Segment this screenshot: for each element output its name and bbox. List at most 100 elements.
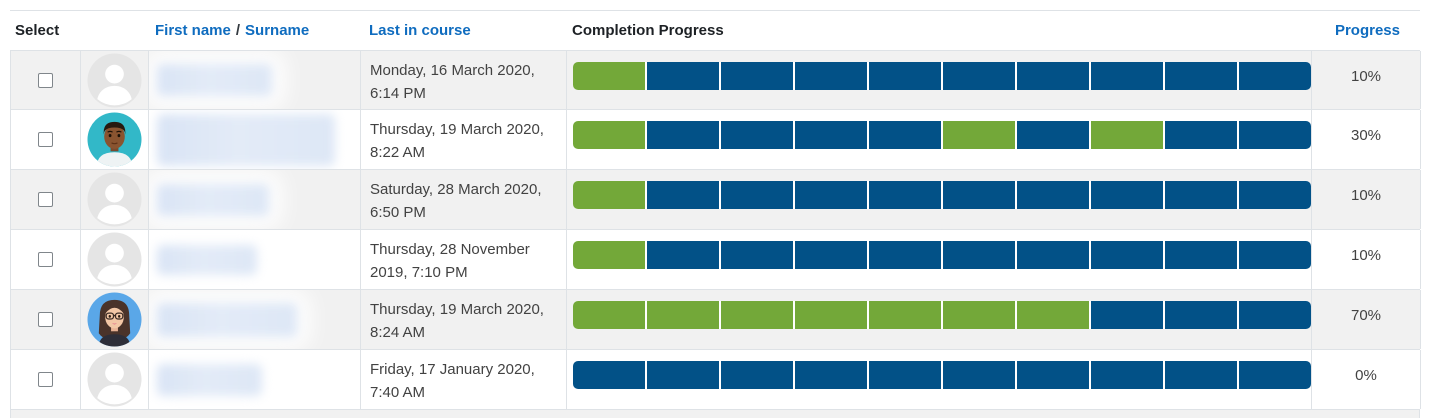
woman-avatar-icon bbox=[87, 292, 142, 347]
sort-surname-link[interactable]: Surname bbox=[245, 22, 310, 39]
completion-progress-bar[interactable] bbox=[573, 241, 1311, 269]
progress-segment-future[interactable] bbox=[795, 181, 867, 209]
progress-segment-future[interactable] bbox=[943, 241, 1015, 269]
sort-last-in-course-link[interactable]: Last in course bbox=[369, 22, 471, 39]
progress-segment-future[interactable] bbox=[1091, 62, 1163, 90]
progress-segment-future[interactable] bbox=[869, 62, 941, 90]
progress-segment-future[interactable] bbox=[1165, 361, 1237, 389]
user-avatar[interactable] bbox=[87, 292, 142, 347]
progress-percent: 30% bbox=[1312, 110, 1421, 169]
progress-segment-future[interactable] bbox=[1091, 181, 1163, 209]
progress-segment-future[interactable] bbox=[721, 62, 793, 90]
last-in-course-cell: Saturday, 28 March 2020, 6:50 PM bbox=[361, 170, 567, 229]
sort-progress-link[interactable]: Progress bbox=[1334, 22, 1400, 39]
progress-segment-future[interactable] bbox=[869, 241, 941, 269]
progress-segment-future[interactable] bbox=[1017, 181, 1089, 209]
progress-segment-future[interactable] bbox=[795, 241, 867, 269]
last-in-course-cell: Monday, 16 March 2020, 6:14 PM bbox=[361, 51, 567, 109]
progress-segment-future[interactable] bbox=[647, 121, 719, 149]
progress-segment-future[interactable] bbox=[943, 361, 1015, 389]
select-checkbox[interactable] bbox=[38, 252, 53, 267]
progress-segment-completed[interactable] bbox=[647, 301, 719, 329]
progress-column-header: Progress bbox=[1311, 22, 1420, 39]
progress-segment-future[interactable] bbox=[943, 62, 1015, 90]
progress-segment-future[interactable] bbox=[1091, 301, 1163, 329]
progress-segment-completed[interactable] bbox=[573, 241, 645, 269]
progress-segment-future[interactable] bbox=[1165, 241, 1237, 269]
progress-segment-completed[interactable] bbox=[573, 121, 645, 149]
select-cell bbox=[11, 110, 81, 169]
progress-segment-future[interactable] bbox=[647, 361, 719, 389]
progress-segment-future[interactable] bbox=[1017, 241, 1089, 269]
user-avatar[interactable] bbox=[87, 232, 142, 287]
progress-segment-future[interactable] bbox=[1239, 62, 1311, 90]
progress-segment-future[interactable] bbox=[1091, 361, 1163, 389]
user-avatar[interactable] bbox=[87, 172, 142, 227]
progress-segment-future[interactable] bbox=[721, 361, 793, 389]
user-avatar[interactable] bbox=[87, 52, 142, 108]
progress-segment-completed[interactable] bbox=[573, 181, 645, 209]
progress-segment-completed[interactable] bbox=[721, 301, 793, 329]
progress-segment-completed[interactable] bbox=[869, 301, 941, 329]
progress-segment-future[interactable] bbox=[573, 361, 645, 389]
progress-segment-future[interactable] bbox=[1165, 301, 1237, 329]
table-header: Select First name / Surname Last in course… bbox=[10, 10, 1420, 50]
progress-segment-future[interactable] bbox=[1165, 62, 1237, 90]
progress-segment-completed[interactable] bbox=[943, 121, 1015, 149]
user-avatar[interactable] bbox=[87, 352, 142, 407]
progress-segment-future[interactable] bbox=[795, 62, 867, 90]
progress-segment-future[interactable] bbox=[1165, 121, 1237, 149]
progress-percent: 10% bbox=[1312, 170, 1421, 229]
default-avatar-icon bbox=[87, 172, 142, 227]
progress-segment-future[interactable] bbox=[869, 121, 941, 149]
table-row: Friday, 17 January 2020, 7:40 AM 0% bbox=[10, 350, 1421, 410]
progress-segment-future[interactable] bbox=[869, 181, 941, 209]
select-checkbox[interactable] bbox=[38, 312, 53, 327]
completion-progress-bar[interactable] bbox=[573, 301, 1311, 329]
user-avatar[interactable] bbox=[87, 112, 142, 167]
progress-segment-future[interactable] bbox=[1239, 121, 1311, 149]
progress-segment-future[interactable] bbox=[721, 121, 793, 149]
progress-segment-future[interactable] bbox=[721, 181, 793, 209]
table-row: Monday, 16 March 2020, 6:14 PM 10% bbox=[10, 50, 1421, 110]
name-cell bbox=[149, 170, 361, 229]
progress-segment-future[interactable] bbox=[647, 241, 719, 269]
progress-segment-future[interactable] bbox=[869, 361, 941, 389]
progress-segment-future[interactable] bbox=[1017, 62, 1089, 90]
completion-progress-bar[interactable] bbox=[573, 121, 1311, 149]
table-row: Thursday, 19 March 2020, 8:24 AM 70% bbox=[10, 290, 1421, 350]
progress-segment-future[interactable] bbox=[795, 361, 867, 389]
sort-first-name-link[interactable]: First name bbox=[155, 22, 231, 39]
completion-progress-bar[interactable] bbox=[573, 62, 1311, 90]
progress-segment-future[interactable] bbox=[1239, 181, 1311, 209]
progress-segment-completed[interactable] bbox=[1091, 121, 1163, 149]
completion-progress-bar[interactable] bbox=[573, 361, 1311, 389]
progress-segment-completed[interactable] bbox=[795, 301, 867, 329]
progress-segment-future[interactable] bbox=[795, 121, 867, 149]
progress-segment-future[interactable] bbox=[647, 181, 719, 209]
progress-segment-future[interactable] bbox=[721, 241, 793, 269]
select-checkbox[interactable] bbox=[38, 132, 53, 147]
progress-segment-future[interactable] bbox=[647, 62, 719, 90]
progress-segment-completed[interactable] bbox=[573, 62, 645, 90]
completion-progress-bar[interactable] bbox=[573, 181, 1311, 209]
progress-segment-completed[interactable] bbox=[573, 301, 645, 329]
name-column-header: First name / Surname bbox=[148, 22, 360, 39]
select-checkbox[interactable] bbox=[38, 192, 53, 207]
progress-segment-future[interactable] bbox=[1017, 121, 1089, 149]
progress-segment-future[interactable] bbox=[1165, 181, 1237, 209]
select-checkbox[interactable] bbox=[38, 72, 53, 88]
progress-segment-future[interactable] bbox=[1239, 241, 1311, 269]
select-checkbox[interactable] bbox=[38, 372, 53, 387]
redacted-name bbox=[157, 113, 335, 166]
progress-segment-completed[interactable] bbox=[1017, 301, 1089, 329]
select-column-header: Select bbox=[15, 22, 60, 39]
progress-segment-future[interactable] bbox=[1239, 361, 1311, 389]
progress-segment-future[interactable] bbox=[943, 181, 1015, 209]
progress-segment-future[interactable] bbox=[1017, 361, 1089, 389]
progress-percent: 10% bbox=[1312, 51, 1421, 109]
completion-cell bbox=[567, 350, 1312, 409]
progress-segment-future[interactable] bbox=[1091, 241, 1163, 269]
progress-segment-completed[interactable] bbox=[943, 301, 1015, 329]
progress-segment-future[interactable] bbox=[1239, 301, 1311, 329]
